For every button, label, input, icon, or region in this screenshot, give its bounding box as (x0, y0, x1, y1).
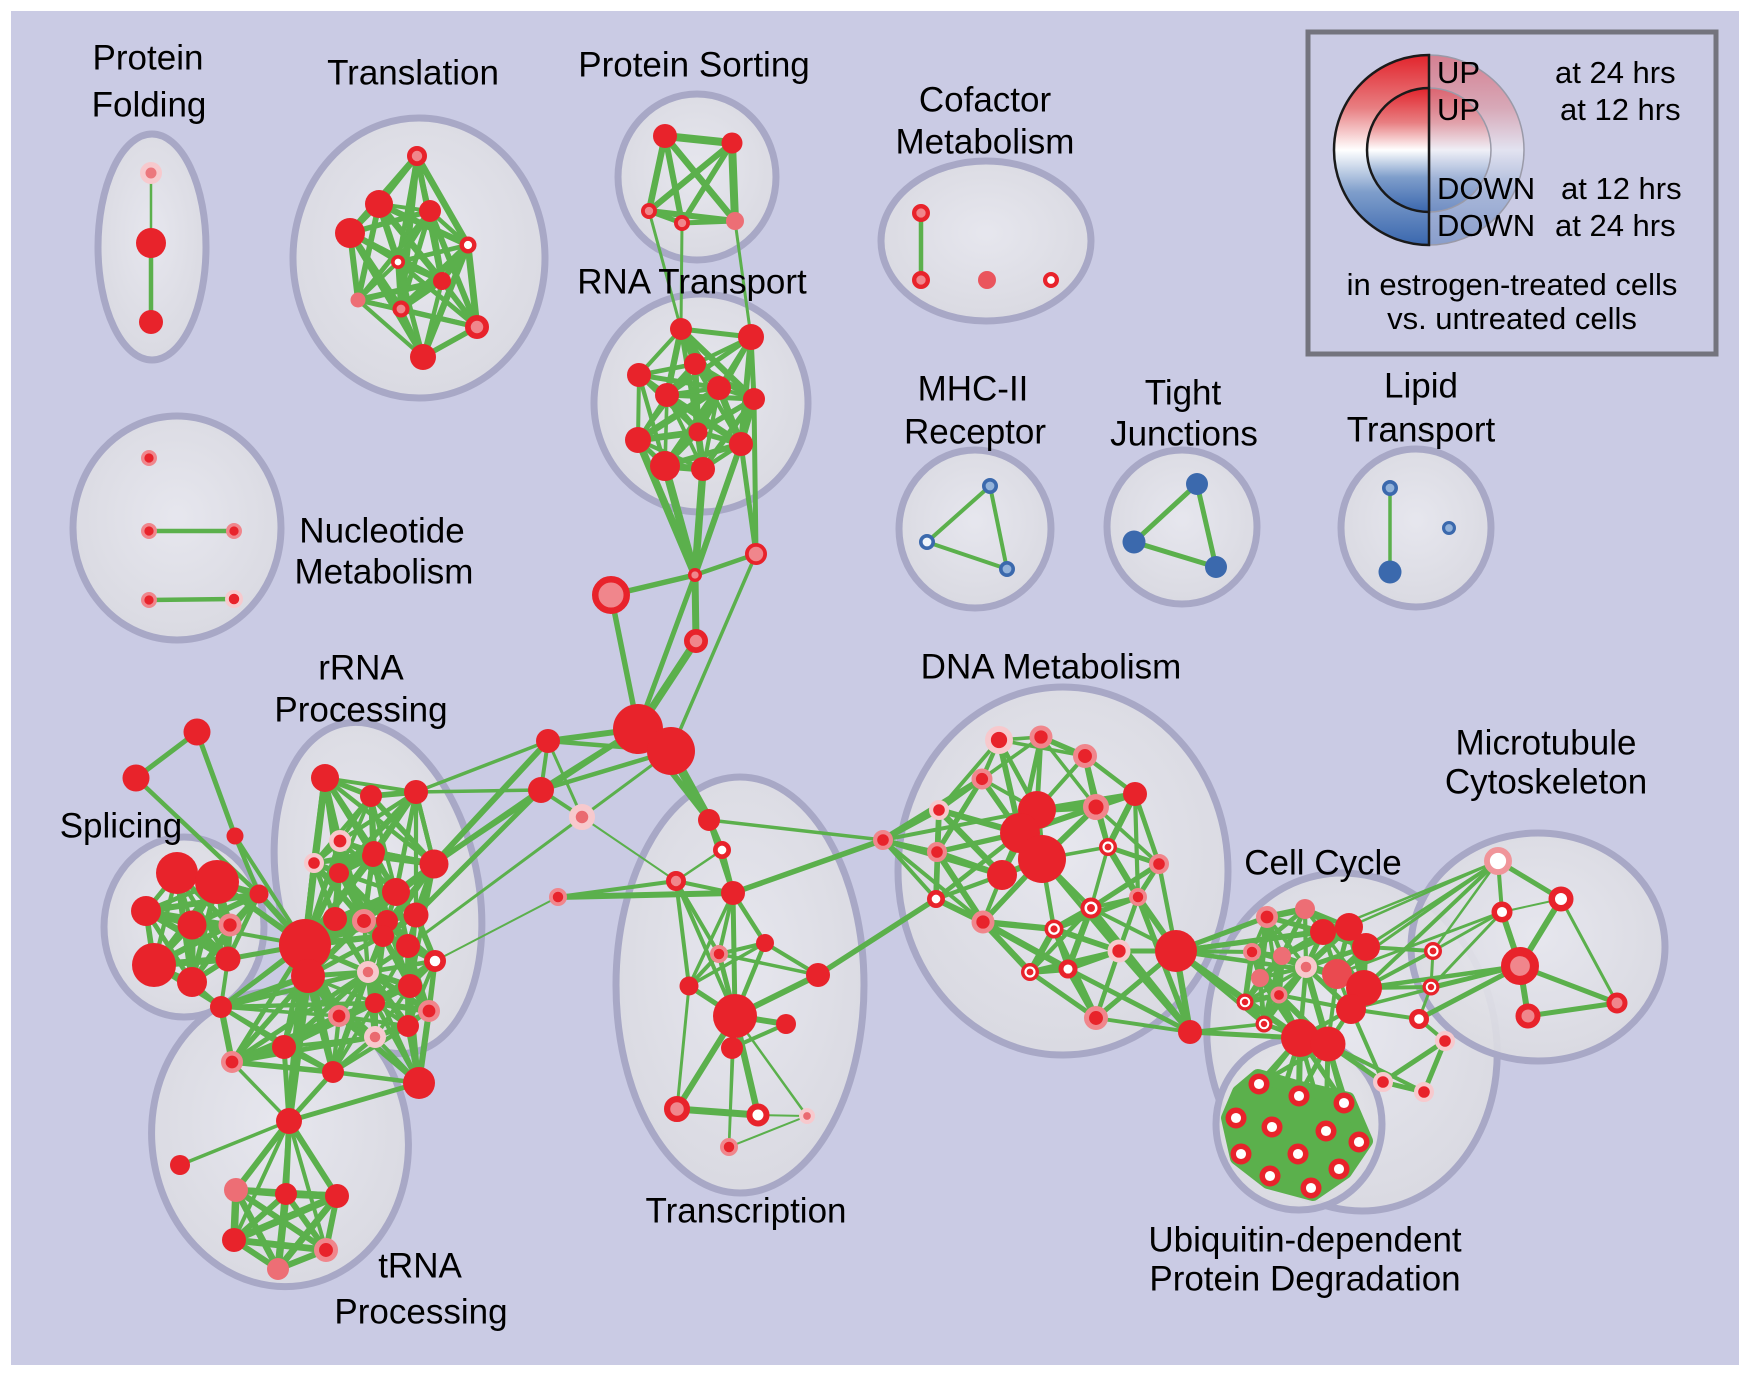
svg-text:RNA Transport: RNA Transport (577, 262, 807, 301)
svg-text:DOWN: DOWN (1437, 171, 1535, 206)
svg-text:Protein: Protein (93, 38, 204, 77)
svg-text:UP: UP (1437, 92, 1480, 127)
svg-text:Cytoskeleton: Cytoskeleton (1445, 762, 1647, 801)
svg-text:Transcription: Transcription (646, 1191, 847, 1230)
svg-text:at 24 hrs: at 24 hrs (1555, 55, 1676, 90)
svg-text:Protein Sorting: Protein Sorting (578, 45, 810, 84)
svg-text:Microtubule: Microtubule (1456, 723, 1637, 762)
svg-text:Receptor: Receptor (904, 412, 1046, 451)
svg-text:Processing: Processing (274, 690, 447, 729)
svg-text:Lipid: Lipid (1384, 366, 1458, 405)
svg-text:vs. untreated cells: vs. untreated cells (1387, 301, 1637, 336)
svg-text:Processing: Processing (334, 1292, 507, 1331)
svg-text:Metabolism: Metabolism (295, 552, 474, 591)
svg-text:UP: UP (1437, 55, 1480, 90)
svg-text:DOWN: DOWN (1437, 208, 1535, 243)
svg-text:Splicing: Splicing (60, 806, 183, 845)
svg-text:Junctions: Junctions (1110, 414, 1258, 453)
svg-text:Cell Cycle: Cell Cycle (1244, 843, 1402, 882)
svg-text:Folding: Folding (92, 85, 207, 124)
svg-text:Ubiquitin-dependent: Ubiquitin-dependent (1148, 1220, 1462, 1259)
svg-text:Tight: Tight (1145, 373, 1222, 412)
svg-text:Nucleotide: Nucleotide (299, 511, 464, 550)
svg-text:Metabolism: Metabolism (896, 122, 1075, 161)
svg-text:at 24 hrs: at 24 hrs (1555, 208, 1676, 243)
svg-text:in estrogen-treated cells: in estrogen-treated cells (1347, 267, 1678, 302)
svg-text:MHC-II: MHC-II (918, 369, 1029, 408)
svg-text:at 12 hrs: at 12 hrs (1560, 92, 1681, 127)
svg-text:Transport: Transport (1347, 410, 1496, 449)
svg-text:rRNA: rRNA (318, 648, 404, 687)
svg-text:Protein Degradation: Protein Degradation (1149, 1259, 1460, 1298)
svg-text:Cofactor: Cofactor (919, 80, 1052, 119)
svg-text:at 12 hrs: at 12 hrs (1561, 171, 1682, 206)
svg-text:tRNA: tRNA (378, 1246, 462, 1285)
svg-text:Translation: Translation (327, 53, 499, 92)
svg-text:DNA Metabolism: DNA Metabolism (921, 647, 1182, 686)
